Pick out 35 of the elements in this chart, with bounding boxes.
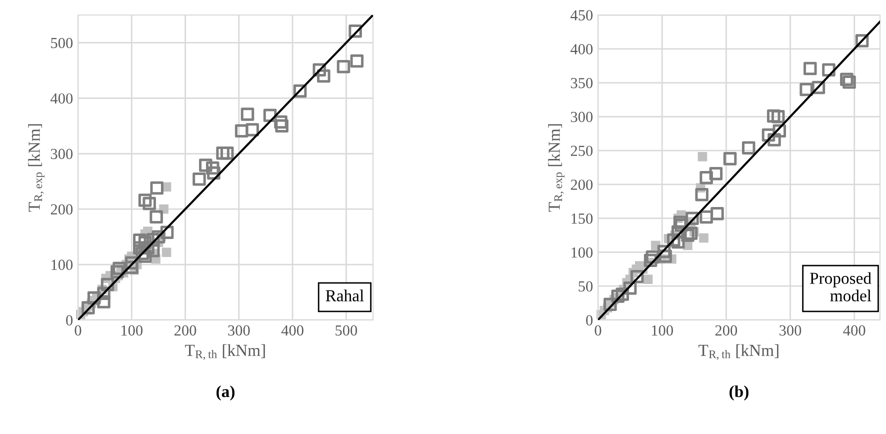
y-axis-title: T$_{R,exp}$ [kNm] [28,124,45,212]
y-tick-label: 400 [570,44,593,54]
x-tick-label: 100 [652,325,673,336]
y-tick-label: 350 [570,78,593,88]
y-tick-label: 50 [578,281,593,292]
x-tick-label: 400 [843,325,866,336]
text: (a) [216,385,234,401]
x-tick-label: 200 [715,325,738,336]
x-tick-label: 400 [281,325,304,336]
x-tick-label: 300 [780,325,802,336]
y-tick-label: 200 [50,204,73,215]
x-tick-label: 200 [174,325,196,336]
y-tick-label: 400 [50,93,73,104]
y-tick-label: 300 [570,112,593,122]
y-axis-title: T$_{R,exp}$ [kNm] [548,124,565,212]
x-axis-title: T$_{R,th}$ [kNm] [698,344,778,360]
x-tick-label: 300 [228,325,250,336]
y-tick-label: 250 [570,146,593,156]
y-tick-label: 500 [51,38,73,48]
x-tick-label: 0 [594,325,602,336]
x-tick-label: 0 [74,325,82,336]
y-tick-label: 200 [570,180,593,190]
annotation: Rahal [326,290,364,302]
x-axis-title: T$_{R,th}$ [kNm] [185,344,265,360]
y-tick-label: 300 [50,148,73,160]
annotation: Proposed model [810,272,872,302]
y-tick-label: 0 [586,315,593,326]
y-tick-label: 450 [570,10,593,20]
x-tick-label: 100 [122,325,143,336]
text: (b) [730,385,748,401]
y-tick-label: 0 [66,315,73,326]
y-tick-label: 100 [572,247,593,258]
y-tick-label: 150 [572,213,593,224]
y-tick-label: 100 [52,260,73,270]
x-tick-label: 500 [336,325,358,336]
